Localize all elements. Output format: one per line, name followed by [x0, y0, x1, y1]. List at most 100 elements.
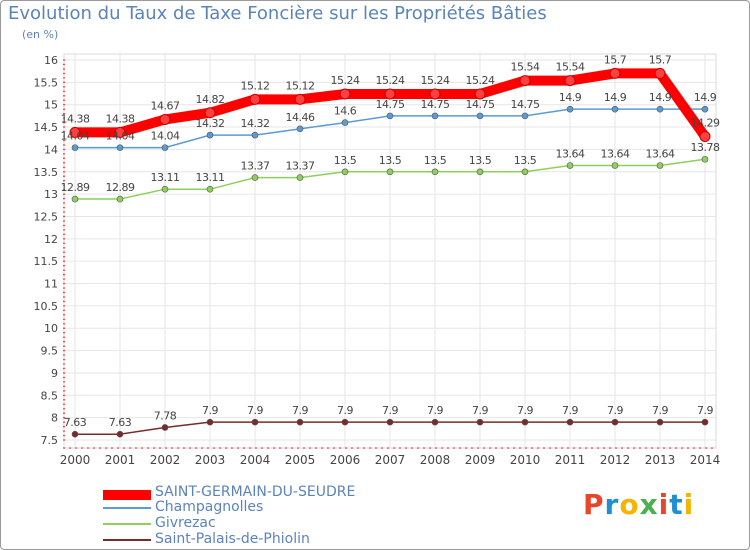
data-point	[341, 418, 349, 426]
y-axis-tick	[63, 202, 65, 204]
data-point	[159, 113, 171, 125]
x-axis-tick	[537, 447, 539, 449]
x-axis-tick	[435, 447, 437, 449]
x-axis-tick	[609, 447, 611, 449]
x-axis-tick	[645, 447, 647, 449]
x-axis-tick	[225, 447, 227, 449]
x-axis-tick	[423, 447, 425, 449]
data-point	[476, 418, 484, 426]
data-point	[161, 185, 169, 193]
data-point	[384, 88, 396, 100]
unit-label: (en %)	[22, 28, 59, 41]
data-label: 15.7	[604, 53, 627, 66]
data-label: 13.64	[646, 148, 675, 161]
data-point	[71, 430, 79, 438]
x-tick-label: 2002	[150, 453, 181, 467]
data-label: 7.9	[652, 404, 668, 417]
data-label: 13.78	[691, 141, 720, 154]
y-axis-tick	[63, 197, 65, 200]
x-tick-label: 2010	[510, 453, 541, 467]
y-axis-tick	[63, 81, 65, 84]
x-axis-tick	[255, 447, 257, 449]
data-point	[206, 418, 214, 426]
y-axis-tick	[63, 398, 65, 401]
x-tick-label: 2012	[600, 453, 631, 467]
data-label: 14.04	[106, 130, 135, 143]
data-label: 13.37	[241, 160, 270, 173]
x-axis-tick	[399, 447, 401, 449]
x-axis-tick	[345, 447, 347, 449]
y-axis-tick	[63, 278, 65, 280]
data-label: 15.7	[649, 53, 672, 66]
legend-label-saint-germain: SAINT-GERMAIN-DU-SEUDRE	[155, 484, 356, 500]
legend-line-champagnolles	[103, 507, 151, 509]
x-axis-tick	[459, 447, 461, 449]
x-axis-tick	[327, 447, 329, 449]
y-axis-tick	[63, 229, 65, 231]
data-label: 14.9	[604, 91, 627, 104]
x-tick-label: 2001	[105, 453, 136, 467]
x-axis-tick	[93, 447, 95, 449]
y-axis-tick	[63, 407, 65, 410]
x-tick-label: 2013	[645, 453, 676, 467]
y-axis-tick	[63, 345, 65, 347]
y-axis-tick	[63, 90, 65, 93]
data-label: 7.78	[154, 409, 177, 422]
legend-label-givrezac: Givrezac	[155, 515, 216, 531]
x-axis-tick	[363, 447, 365, 449]
y-axis-tick	[63, 170, 65, 173]
x-axis-tick	[615, 447, 617, 449]
y-axis-tick	[63, 287, 65, 289]
y-axis-tick	[63, 349, 65, 352]
data-point	[431, 112, 439, 120]
x-axis-tick	[129, 447, 131, 449]
y-axis-tick	[63, 425, 65, 428]
x-axis-tick	[519, 447, 521, 449]
data-point	[251, 174, 259, 181]
data-point	[656, 418, 664, 426]
y-axis-tick	[63, 421, 65, 423]
x-axis-tick	[585, 447, 587, 449]
data-point	[296, 418, 304, 426]
x-axis-tick	[531, 447, 533, 449]
legend-line-givrezac	[103, 523, 151, 525]
x-axis-tick	[711, 447, 713, 449]
x-axis-tick	[639, 447, 641, 449]
data-label: 7.9	[517, 404, 533, 417]
x-axis-tick	[579, 447, 581, 449]
x-axis-tick	[477, 447, 479, 449]
y-tick-label: 13	[44, 188, 58, 201]
y-axis-tick	[63, 390, 65, 392]
data-label: 7.9	[472, 404, 488, 417]
legend-line-saint-germain	[103, 490, 151, 500]
x-axis-tick	[681, 447, 683, 449]
x-axis-tick	[483, 447, 485, 449]
logo-letter: i	[658, 488, 670, 521]
y-axis-tick	[63, 148, 65, 151]
y-axis-tick	[63, 188, 65, 191]
x-axis-tick	[495, 447, 497, 449]
y-tick-label: 10.5	[34, 300, 59, 313]
y-axis-tick	[63, 439, 65, 441]
data-label: 14.9	[559, 91, 582, 104]
data-point	[699, 130, 711, 142]
data-label: 7.9	[697, 404, 713, 417]
x-axis-tick	[243, 447, 245, 449]
x-axis-tick	[87, 447, 89, 449]
data-point	[251, 131, 259, 139]
y-tick-label: 12	[44, 233, 58, 246]
x-axis-tick	[675, 447, 677, 449]
x-axis-tick	[81, 447, 83, 449]
y-axis-tick	[63, 309, 65, 312]
x-axis-tick	[351, 447, 353, 449]
x-axis-tick	[183, 447, 185, 449]
data-point	[429, 88, 441, 100]
logo-letter: r	[604, 488, 620, 521]
data-label: 15.12	[241, 79, 270, 92]
logo-letter: o	[619, 488, 640, 521]
x-axis-tick	[141, 447, 143, 449]
data-point	[341, 119, 349, 126]
x-axis-tick	[387, 447, 389, 449]
data-label: 15.24	[331, 74, 360, 87]
